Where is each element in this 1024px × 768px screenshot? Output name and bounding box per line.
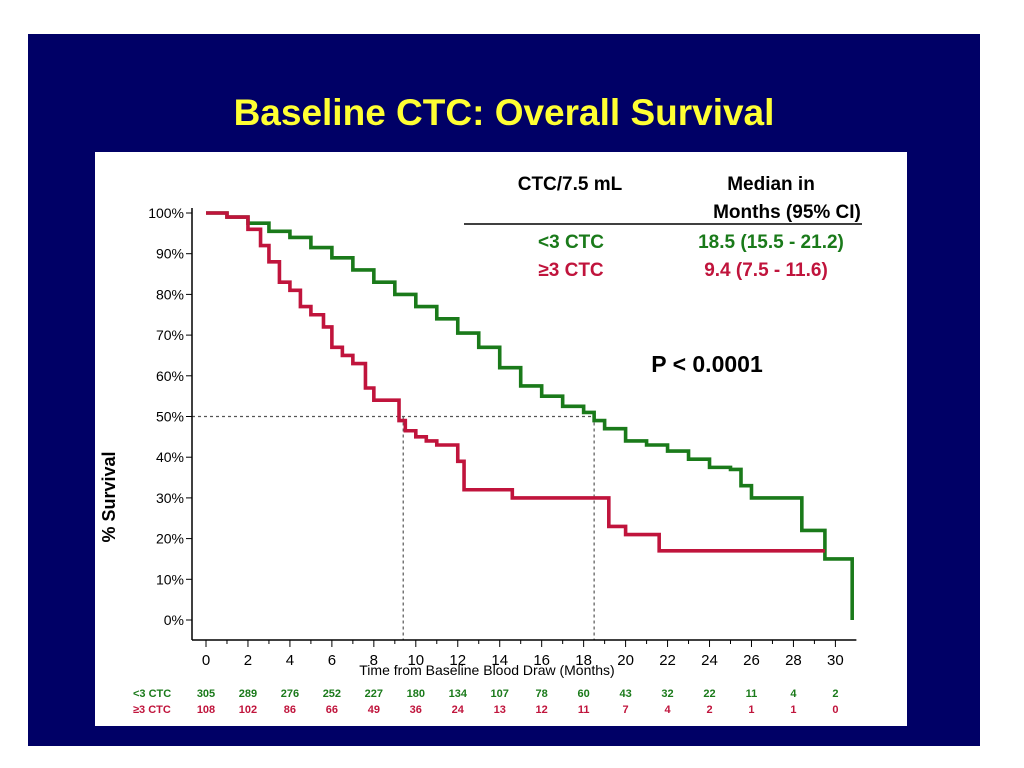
y-axis-label: % Survival [99,451,119,542]
legend-row-red-label: ≥3 CTC [538,260,604,281]
legend-col1-header: CTC/7.5 mL [518,174,623,195]
slide-background: Baseline CTC: Overall Survival 0% 10% 20% 3… [28,34,980,746]
risk-table-row-label: ≥3 CTC [133,704,171,716]
y-tick-label: 50% [156,409,184,425]
risk-table-count: 107 [491,688,509,700]
risk-table-count: 134 [449,688,468,700]
slide-title: Baseline CTC: Overall Survival [233,92,775,133]
risk-table-count: 66 [326,704,338,716]
p-value-annotation: P < 0.0001 [651,351,763,377]
risk-table-count: 0 [832,704,838,716]
risk-table-count: 11 [746,688,758,700]
risk-table-count: 7 [623,704,629,716]
risk-table-count: 276 [281,688,299,700]
risk-table-count: 22 [703,688,715,700]
x-tick-label: 14 [491,652,508,669]
y-tick-label: 0% [164,612,184,628]
x-tick-label: 18 [575,652,592,669]
risk-table-count: 180 [407,688,425,700]
risk-table-count: 60 [578,688,590,700]
x-tick-label: 22 [659,652,676,669]
y-tick-label: 40% [156,449,184,465]
risk-table-count: 227 [365,688,383,700]
legend-row-green-label: <3 CTC [538,232,604,253]
x-tick-label: 8 [370,652,378,669]
survival-curve-low-ctc [206,211,854,620]
risk-table-count: 11 [578,704,590,716]
x-tick-label: 2 [244,652,252,669]
y-tick-label: 30% [156,490,184,506]
legend-col2-header-line2: Months (95% CI) [713,202,861,223]
risk-table-count: 102 [239,704,257,716]
x-tick-label: 28 [785,652,802,669]
risk-table-count: 36 [410,704,422,716]
x-axis-label: Time from Baseline Blood Draw (Months) [359,662,614,678]
risk-table-count: 49 [368,704,380,716]
x-tick-label: 16 [533,652,550,669]
y-tick-label: 100% [148,205,184,221]
risk-table-count: 13 [494,704,506,716]
risk-table-count: 4 [664,704,671,716]
x-tick-label: 26 [743,652,760,669]
chart-panel: 0% 10% 20% 30% 40% 50% 60% 70% 80% 90% 100% 0 2 4 6 8 10… [95,152,907,726]
risk-table-count: 4 [790,688,797,700]
x-tick-label: 24 [701,652,718,669]
x-tick-label: 10 [407,652,424,669]
risk-table-count: 2 [706,704,712,716]
y-tick-label: 80% [156,286,184,302]
y-tick-label: 20% [156,531,184,547]
x-tick-label: 12 [449,652,466,669]
x-tick-label: 4 [286,652,294,669]
risk-table-count: 252 [323,688,341,700]
y-tick-label: 10% [156,571,184,587]
risk-table-count: 78 [536,688,548,700]
risk-table-count: 86 [284,704,296,716]
legend-col2-header-line1: Median in [727,174,815,195]
risk-table-count: 12 [536,704,548,716]
survival-chart: 0%10%20%30%40%50%60%70%80%90%100%0 2 4 6 8 10… [99,174,862,716]
survival-curve-high-ctc [206,211,825,553]
risk-table-count: 289 [239,688,257,700]
x-tick-label: 20 [617,652,634,669]
x-tick-label: 0 [202,652,210,669]
risk-table-count: 305 [197,688,215,700]
legend-row-green-median: 18.5 (15.5 - 21.2) [698,232,844,253]
legend-row-red-median: 9.4 (7.5 - 11.6) [704,260,828,281]
y-tick-label: 90% [156,246,184,262]
risk-table-count: 24 [452,704,465,716]
risk-table-count: 43 [619,688,631,700]
risk-table-count: 2 [832,688,838,700]
risk-table-count: 1 [748,704,754,716]
y-tick-label: 60% [156,368,184,384]
risk-table-count: 108 [197,704,215,716]
risk-table-row-label: <3 CTC [133,688,171,700]
risk-table-count: 1 [790,704,796,716]
x-tick-label: 6 [328,652,336,669]
y-tick-label: 70% [156,327,184,343]
risk-table-count: 32 [661,688,673,700]
x-tick-label: 30 [827,652,844,669]
